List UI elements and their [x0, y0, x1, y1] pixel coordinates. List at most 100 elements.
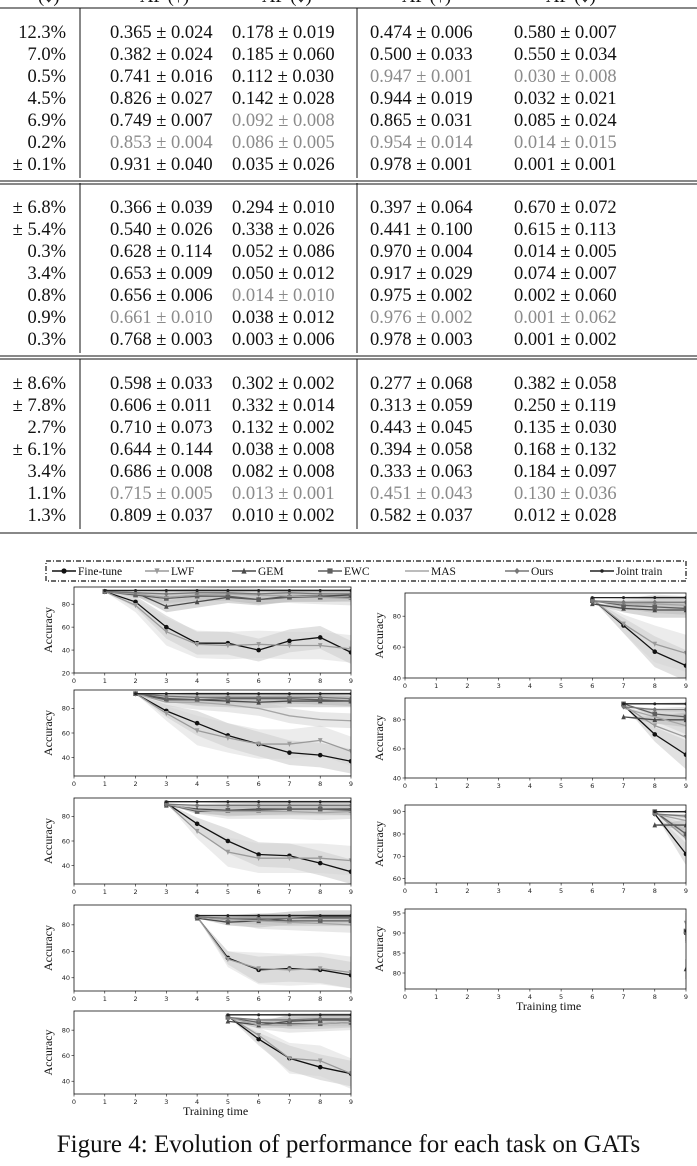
data-point	[133, 603, 138, 609]
data-point	[317, 855, 323, 862]
results-table: (↓) AP (↑) AF (↓) AP (↑) AF (↓) 12.3% 0.365 ± …	[0, 0, 697, 534]
table-cell: 0.749 ± 0.007	[110, 111, 213, 131]
table-cell: 0.443 ± 0.045	[370, 418, 473, 438]
table-header-cell: AP (↑)	[402, 0, 451, 7]
y-tick-label: 60	[393, 745, 401, 753]
data-point	[225, 735, 231, 741]
y-axis-label: Accuracy	[41, 818, 55, 864]
series-gem	[683, 959, 686, 979]
variance-band	[592, 602, 686, 618]
x-tick-label: 8	[653, 682, 657, 690]
x-tick-label: 5	[559, 993, 563, 1001]
table-cell-left: 2.7%	[27, 418, 66, 438]
table-cell: 0.038 ± 0.008	[232, 440, 335, 460]
series-line	[591, 598, 686, 654]
data-point	[134, 588, 138, 592]
chart-panel-task-5: 0 1 2 3 4 5 6 7 8 9 40 60 80 Accuracy Training time	[41, 1010, 353, 1118]
x-tick-label: 8	[653, 782, 657, 790]
data-point	[194, 809, 200, 814]
series-mas	[227, 1016, 351, 1026]
data-point	[225, 694, 231, 701]
y-tick-label: 80	[62, 1026, 70, 1034]
data-point	[225, 915, 231, 922]
data-point	[287, 588, 291, 592]
data-point	[683, 706, 686, 713]
table-cell: 0.917 ± 0.029	[370, 264, 473, 284]
x-tick-label: 9	[684, 782, 688, 790]
legend-entry: GEM	[232, 566, 284, 578]
series-line	[592, 600, 686, 603]
table-cell: 0.086 ± 0.005	[232, 133, 335, 153]
data-point	[164, 800, 168, 804]
data-point	[318, 800, 322, 804]
data-point	[653, 702, 657, 706]
x-tick-label: 5	[226, 780, 230, 788]
table-cell: 0.947 ± 0.001	[370, 67, 473, 87]
chart-panel-task-4: 0 1 2 3 4 5 6 7 8 9 40 60 80 Accuracy	[41, 904, 353, 1003]
series-joint-train	[103, 588, 351, 592]
data-point	[225, 919, 231, 925]
variance-band	[654, 813, 686, 828]
x-tick-label: 2	[465, 887, 469, 895]
table-cell: 0.001 ± 0.001	[514, 155, 617, 175]
data-point	[194, 828, 200, 835]
x-tick-label: 3	[164, 780, 168, 788]
x-tick-label: 0	[72, 677, 76, 685]
table-cell: 0.550 ± 0.034	[514, 45, 617, 65]
series-gem	[621, 714, 686, 723]
x-tick-label: 7	[287, 1098, 291, 1106]
table-cell: 0.001 ± 0.002	[514, 330, 617, 350]
series-line	[654, 813, 686, 817]
table-cell-left: 0.3%	[27, 242, 66, 262]
variance-band	[623, 705, 686, 755]
chart-panel-task-2: 0 1 2 3 4 5 6 7 8 9 40 60 80 Accuracy	[41, 689, 353, 788]
data-point	[652, 732, 658, 737]
legend-entry: Joint train	[590, 566, 663, 578]
data-point	[683, 663, 686, 668]
data-point	[317, 1015, 323, 1022]
x-tick-label: 6	[590, 993, 594, 1001]
y-tick-label: 60	[62, 837, 70, 845]
x-tick-label: 5	[226, 677, 230, 685]
data-point	[225, 1018, 231, 1024]
table-cell: 0.500 ± 0.033	[370, 45, 473, 65]
data-point	[194, 599, 200, 605]
table-cell: 0.598 ± 0.033	[110, 374, 213, 394]
figure-caption: Figure 4: Evolution of performance for e…	[56, 1131, 641, 1158]
data-point	[194, 728, 200, 734]
plot-area	[652, 809, 686, 866]
table-cell: 0.975 ± 0.002	[370, 286, 473, 306]
x-tick-label: 9	[349, 888, 353, 896]
x-tick-label: 0	[72, 888, 76, 896]
axes-frame	[404, 592, 687, 679]
data-point	[621, 714, 626, 720]
x-tick-label: 6	[590, 782, 594, 790]
table-cell: 0.582 ± 0.037	[370, 506, 473, 526]
data-point	[287, 915, 292, 922]
axes-frame	[73, 586, 352, 674]
table-cell-left: ± 5.4%	[13, 220, 66, 240]
data-point	[287, 692, 291, 696]
x-tick-label: 4	[195, 780, 199, 788]
chart-panel-task-6: 0 1 2 3 4 5 6 7 8 9 40 60 80 Accuracy	[372, 592, 688, 690]
plot-area	[194, 910, 351, 989]
table-cell: 0.135 ± 0.030	[514, 418, 617, 438]
table-header-cell: AF (↓)	[546, 0, 596, 7]
table-header-cell: AF (↓)	[262, 0, 312, 7]
axes-frame	[73, 1010, 352, 1095]
data-point	[164, 693, 169, 699]
x-tick-label: 8	[653, 887, 657, 895]
data-point	[653, 810, 657, 814]
table-cell-left: 1.1%	[27, 484, 66, 504]
series-line	[623, 707, 686, 727]
data-point	[621, 605, 626, 611]
data-point	[317, 738, 323, 744]
series-joint-train	[195, 914, 351, 918]
data-point	[164, 697, 169, 703]
x-tick-label: 0	[403, 782, 407, 790]
table-cell: 0.451 ± 0.043	[370, 484, 473, 504]
data-point	[256, 642, 261, 648]
y-tick-label: 60	[62, 1052, 70, 1060]
table-cell: 0.002 ± 0.060	[514, 286, 617, 306]
x-tick-label: 8	[318, 888, 322, 896]
